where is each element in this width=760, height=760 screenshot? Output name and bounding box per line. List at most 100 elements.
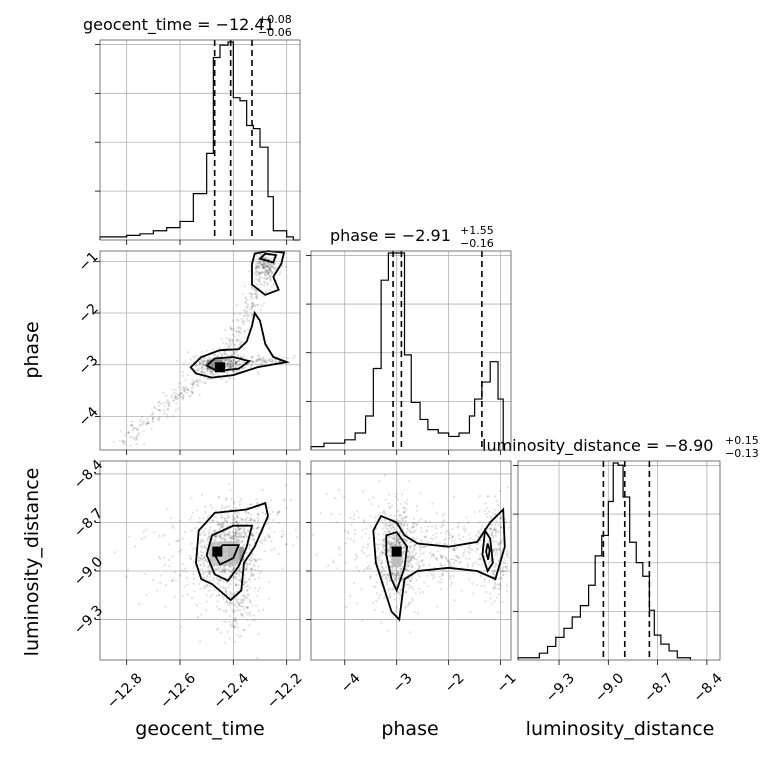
sample-point: [204, 532, 207, 536]
sample-point: [477, 530, 480, 533]
sample-point: [492, 569, 495, 573]
sample-point: [498, 583, 501, 586]
sample-point: [483, 555, 486, 558]
sample-point: [256, 526, 259, 529]
sample-point: [427, 563, 431, 567]
sample-point: [495, 520, 498, 523]
sample-point: [397, 572, 400, 575]
sample-point: [399, 570, 402, 573]
sample-point: [234, 506, 237, 509]
sample-point: [228, 615, 231, 618]
sample-point: [346, 537, 349, 540]
sample-point: [177, 393, 181, 396]
sample-point: [202, 577, 206, 580]
sample-point: [260, 263, 263, 267]
sample-point: [463, 549, 466, 552]
sample-point: [418, 587, 421, 590]
sample-point: [265, 263, 268, 266]
sample-point: [338, 548, 341, 551]
sample-point: [391, 588, 394, 591]
sample-point: [394, 533, 397, 537]
sample-point: [254, 292, 258, 295]
sample-point: [269, 269, 272, 272]
sample-point: [223, 538, 226, 541]
sample-point: [381, 551, 384, 555]
sample-point: [406, 556, 409, 559]
sample-point: [234, 533, 237, 537]
sample-point: [255, 360, 258, 363]
sample-point: [235, 516, 239, 519]
sample-point: [255, 296, 258, 299]
sample-point: [246, 298, 249, 302]
sample-point: [417, 560, 420, 564]
sample-point: [232, 611, 235, 614]
title-phase-text: phase = −2.91: [330, 226, 451, 245]
sample-point: [409, 559, 413, 562]
sample-point: [170, 394, 173, 397]
sample-point: [153, 405, 156, 409]
sample-point: [391, 534, 394, 537]
sample-point: [268, 358, 271, 362]
sample-point: [396, 573, 399, 577]
x-tick-label-luminosity-distance: −8.4: [691, 670, 726, 705]
sample-point: [172, 399, 175, 403]
sample-point: [152, 413, 155, 416]
sample-point: [226, 362, 229, 365]
sample-point: [224, 328, 227, 331]
sample-point: [238, 574, 241, 578]
sample-point: [410, 558, 413, 562]
sample-point: [249, 296, 252, 299]
sample-point: [494, 540, 497, 543]
grid: [100, 40, 300, 240]
sample-point: [443, 543, 446, 546]
sample-point: [220, 514, 223, 517]
sample-point: [229, 325, 232, 328]
sample-point: [204, 527, 207, 531]
sample-point: [439, 541, 442, 544]
sample-point: [199, 521, 202, 524]
sample-point: [434, 536, 437, 539]
sample-point: [253, 587, 256, 590]
sample-point: [393, 538, 396, 541]
sample-point: [382, 551, 385, 554]
sample-point: [257, 273, 260, 276]
sample-point: [238, 312, 241, 315]
sample-point: [492, 528, 495, 531]
sample-point: [227, 515, 230, 518]
sample-point: [142, 421, 145, 424]
sample-point: [249, 560, 252, 563]
sample-point: [263, 536, 266, 539]
sample-point: [238, 527, 241, 530]
sample-point: [396, 539, 399, 542]
sample-point: [399, 589, 403, 592]
sample-point: [408, 559, 411, 562]
sample-point: [246, 606, 249, 609]
sample-point: [504, 559, 507, 562]
sample-point: [256, 512, 260, 516]
sample-point: [460, 589, 463, 592]
sample-point: [204, 356, 207, 359]
sample-point: [243, 347, 246, 350]
sample-point: [223, 620, 226, 623]
sample-point: [419, 591, 422, 594]
sample-point: [224, 539, 227, 542]
sample-point: [196, 509, 199, 512]
sample-point: [238, 568, 241, 572]
sample-point: [246, 319, 249, 322]
sample-point: [407, 550, 410, 553]
sample-point: [237, 626, 240, 629]
sample-point: [389, 551, 392, 554]
sample-point: [121, 440, 124, 443]
sample-point: [244, 520, 248, 523]
sample-point: [354, 554, 358, 557]
sample-point: [265, 269, 268, 272]
sample-point: [397, 591, 400, 594]
sample-point: [202, 367, 205, 370]
sample-point: [233, 626, 236, 629]
sample-point: [362, 552, 365, 555]
sample-point: [208, 571, 211, 574]
sample-point: [453, 548, 456, 551]
sample-point: [365, 527, 368, 530]
sample-point: [196, 378, 199, 381]
sample-point: [498, 517, 501, 520]
